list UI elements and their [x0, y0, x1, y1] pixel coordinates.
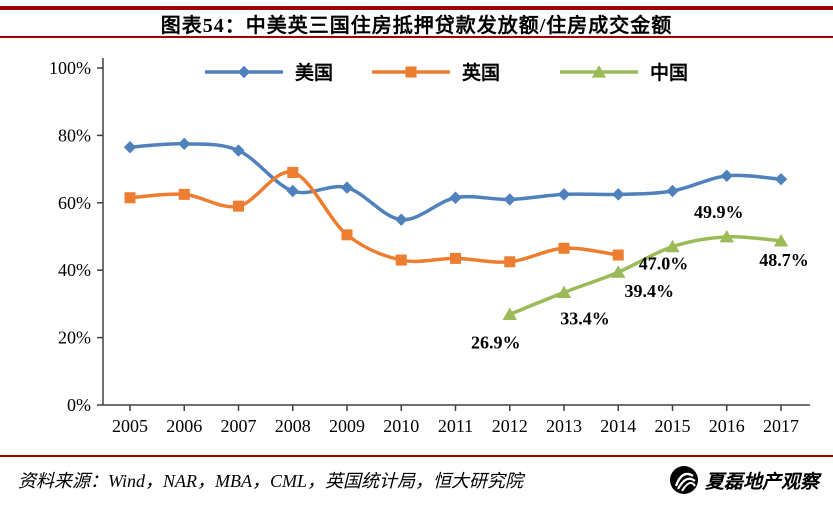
triangle-marker-icon: [591, 65, 607, 78]
data-label: 48.7%: [759, 250, 809, 270]
y-tick-label: 20%: [58, 328, 91, 348]
legend-label: 中国: [650, 61, 688, 84]
data-label: 39.4%: [625, 281, 675, 301]
diamond-marker-icon: [503, 193, 516, 206]
brand-logo-text: 夏磊地产观察: [704, 471, 819, 493]
diamond-marker-icon: [774, 173, 788, 186]
chart-header: 图表54：中美英三国住房抵押贷款发放额/住房成交金额: [0, 6, 833, 38]
legend-label: 美国: [295, 61, 333, 84]
diamond-marker-icon: [557, 188, 571, 201]
x-tick-label: 2008: [275, 416, 311, 436]
x-tick-label: 2009: [329, 416, 365, 436]
y-tick-label: 100%: [49, 58, 91, 78]
x-tick-label: 2012: [492, 416, 528, 436]
series-1: [124, 166, 624, 268]
triangle-marker-icon: [556, 285, 572, 299]
x-tick-label: 2016: [709, 416, 745, 436]
diamond-marker-icon: [449, 191, 462, 204]
square-marker-icon: [341, 229, 353, 241]
square-marker-icon: [178, 188, 190, 200]
chart-footer: 资料来源：Wind，NAR，MBA，CML，英国统计局，恒大研究院 夏磊地产观察: [0, 455, 833, 509]
page-title: 图表54：中美英三国住房抵押贷款发放额/住房成交金额: [160, 14, 673, 37]
diamond-marker-icon: [666, 184, 679, 198]
square-marker-icon: [124, 192, 136, 204]
y-tick-label: 60%: [58, 193, 91, 213]
series-2: 26.9% 33.4% 39.4% 47.0% 49.9% 48.7%: [471, 202, 809, 353]
data-label: 26.9%: [471, 332, 521, 352]
diamond-marker-icon: [178, 137, 191, 151]
x-tick-label: 2006: [166, 416, 202, 436]
legend-label: 英国: [462, 61, 500, 84]
line-chart: 0% 20% 40% 60% 80% 100% 2005 2006 2007 2008 2009 20…: [49, 58, 810, 436]
y-tick-label: 0%: [67, 395, 91, 415]
fan-logo-icon: [669, 466, 698, 494]
square-marker-icon: [612, 249, 624, 261]
triangle-marker-icon: [611, 265, 626, 278]
diamond-marker-icon: [612, 188, 625, 201]
diamond-marker-icon: [232, 144, 245, 157]
square-marker-icon: [558, 242, 570, 254]
chart-area: 0% 20% 40% 60% 80% 100% 2005 2006 2007 2008 2009 20…: [0, 40, 833, 450]
square-marker-icon: [287, 166, 299, 178]
diamond-marker-icon: [286, 184, 299, 198]
series-line: [128, 142, 783, 222]
square-marker-icon: [395, 254, 407, 266]
data-label: 47.0%: [639, 254, 689, 274]
series-0: [123, 137, 788, 226]
diamond-marker-icon: [395, 213, 408, 226]
axes: [97, 58, 810, 411]
x-tick-label: 2005: [112, 416, 148, 436]
data-label: 33.4%: [560, 308, 610, 328]
y-tick-label: 80%: [58, 125, 91, 145]
x-tick-label: 2014: [600, 416, 636, 436]
diamond-marker-icon: [123, 140, 137, 154]
legend: 美国 英国 中国: [205, 61, 688, 84]
square-marker-icon: [504, 256, 516, 268]
square-marker-icon: [233, 200, 244, 212]
series-line: [128, 170, 620, 264]
diamond-marker-icon: [720, 169, 733, 183]
triangle-marker-icon: [773, 234, 789, 247]
triangle-marker-icon: [502, 307, 517, 320]
x-tick-label: 2010: [383, 416, 419, 436]
x-tick-label: 2017: [763, 416, 799, 436]
x-tick-label: 2011: [438, 416, 473, 436]
x-tick-label: 2007: [221, 416, 257, 436]
diamond-marker-icon: [237, 65, 251, 79]
triangle-marker-icon: [665, 239, 680, 253]
square-marker-icon: [405, 66, 417, 78]
x-tick-label: 2013: [546, 416, 582, 436]
source-note: 资料来源：Wind，NAR，MBA，CML，英国统计局，恒大研究院: [18, 471, 523, 491]
square-marker-icon: [450, 252, 461, 264]
triangle-marker-icon: [719, 230, 734, 243]
y-tick-label: 40%: [58, 260, 91, 280]
brand-logo: 夏磊地产观察: [669, 465, 819, 495]
diamond-marker-icon: [340, 181, 354, 194]
series-line: [508, 234, 783, 317]
data-label: 49.9%: [694, 202, 744, 222]
x-tick-label: 2015: [655, 416, 691, 436]
